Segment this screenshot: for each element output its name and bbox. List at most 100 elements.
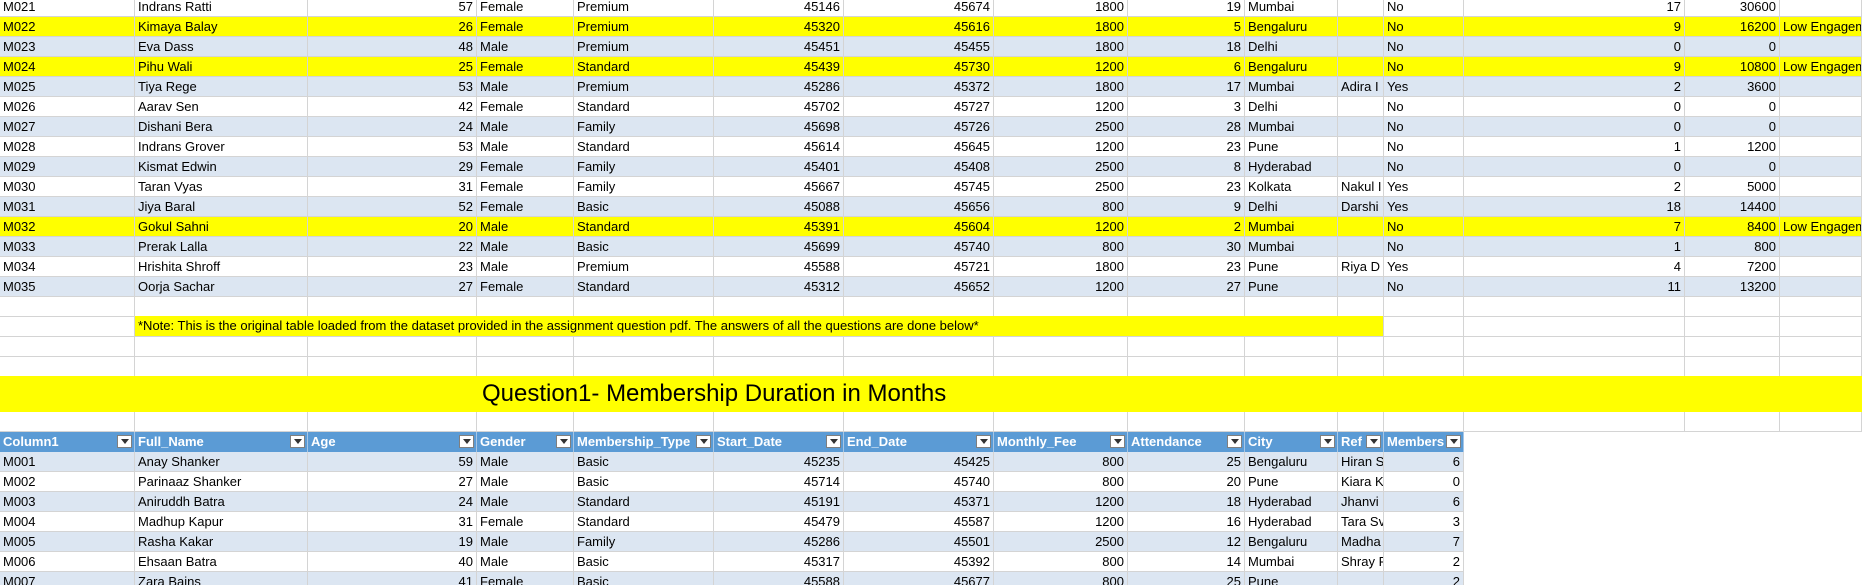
cell-city[interactable]: Kolkata: [1245, 177, 1338, 197]
empty-cell[interactable]: [1384, 412, 1464, 432]
empty-cell[interactable]: [0, 317, 135, 337]
cell-value-b[interactable]: 0: [1685, 117, 1780, 137]
cell-gender[interactable]: Female: [477, 97, 574, 117]
empty-cell[interactable]: [1245, 412, 1338, 432]
header-monthly-fee[interactable]: Monthly_Fee: [994, 432, 1128, 452]
cell-ref[interactable]: Tara Sv: [1338, 512, 1384, 532]
cell-engagement-note[interactable]: [1780, 37, 1862, 57]
cell-end-date[interactable]: 45372: [844, 77, 994, 97]
header-city[interactable]: City: [1245, 432, 1338, 452]
cell-member-id[interactable]: M022: [0, 17, 135, 37]
cell-ref[interactable]: Adira I: [1338, 77, 1384, 97]
cell-value-b[interactable]: 0: [1685, 157, 1780, 177]
cell-value-b[interactable]: 10800: [1685, 57, 1780, 77]
filter-dropdown-icon[interactable]: [1366, 435, 1381, 448]
cell-attendance[interactable]: 20: [1128, 472, 1245, 492]
cell-full-name[interactable]: Rasha Kakar: [135, 532, 308, 552]
cell-attendance[interactable]: 8: [1128, 157, 1245, 177]
cell-ref[interactable]: Shray F: [1338, 552, 1384, 572]
header-membership-type[interactable]: Membership_Type: [574, 432, 714, 452]
cell-value-a[interactable]: 0: [1464, 37, 1685, 57]
table-row[interactable]: M004 Madhup Kapur 31 Female Standard 45479 455…: [0, 512, 1464, 532]
cell-referred[interactable]: Yes: [1384, 77, 1464, 97]
cell-city[interactable]: Delhi: [1245, 37, 1338, 57]
header-age[interactable]: Age: [308, 432, 477, 452]
cell-full-name[interactable]: Dishani Bera: [135, 117, 308, 137]
cell-age[interactable]: 48: [308, 37, 477, 57]
cell-gender[interactable]: Female: [477, 0, 574, 17]
cell-start-date[interactable]: 45698: [714, 117, 844, 137]
cell-city[interactable]: Pune: [1245, 137, 1338, 157]
cell-referred[interactable]: No: [1384, 217, 1464, 237]
cell-attendance[interactable]: 12: [1128, 532, 1245, 552]
cell-member-id[interactable]: M023: [0, 37, 135, 57]
cell-age[interactable]: 59: [308, 452, 477, 472]
cell-attendance[interactable]: 16: [1128, 512, 1245, 532]
table-row[interactable]: M005 Rasha Kakar 19 Male Family 45286 45501 250…: [0, 532, 1464, 552]
empty-cell[interactable]: [1780, 297, 1862, 317]
cell-end-date[interactable]: 45645: [844, 137, 994, 157]
cell-referred[interactable]: Yes: [1384, 197, 1464, 217]
table-row[interactable]: M025 Tiya Rege 53 Male Premium 45286 45372 1800…: [0, 77, 1862, 97]
cell-end-date[interactable]: 45392: [844, 552, 994, 572]
empty-cell[interactable]: [1464, 317, 1685, 337]
cell-attendance[interactable]: 9: [1128, 197, 1245, 217]
cell-membership-type[interactable]: Family: [574, 157, 714, 177]
cell-gender[interactable]: Male: [477, 117, 574, 137]
cell-engagement-note[interactable]: [1780, 0, 1862, 17]
cell-membership-months[interactable]: 0: [1384, 472, 1464, 492]
empty-cell[interactable]: [1464, 357, 1685, 377]
empty-cell[interactable]: [1338, 357, 1384, 377]
cell-monthly-fee[interactable]: 1800: [994, 37, 1128, 57]
cell-gender[interactable]: Male: [477, 492, 574, 512]
table-row[interactable]: M034 Hrishita Shroff 23 Male Premium 45588 457…: [0, 257, 1862, 277]
cell-city[interactable]: Hyderabad: [1245, 157, 1338, 177]
question-title[interactable]: Question1- Membership Duration in Months: [482, 380, 947, 407]
cell-membership-type[interactable]: Premium: [574, 0, 714, 17]
empty-cell[interactable]: [714, 337, 844, 357]
cell-start-date[interactable]: 45312: [714, 277, 844, 297]
cell-value-a[interactable]: 7: [1464, 217, 1685, 237]
cell-age[interactable]: 40: [308, 552, 477, 572]
empty-cell[interactable]: [1780, 412, 1862, 432]
header-members[interactable]: Members: [1384, 432, 1464, 452]
cell-membership-type[interactable]: Basic: [574, 237, 714, 257]
cell-member-id[interactable]: M007: [0, 572, 135, 585]
cell-membership-type[interactable]: Standard: [574, 277, 714, 297]
cell-start-date[interactable]: 45439: [714, 57, 844, 77]
cell-engagement-note[interactable]: [1780, 157, 1862, 177]
empty-cell[interactable]: [1245, 337, 1338, 357]
cell-engagement-note[interactable]: [1780, 197, 1862, 217]
cell-value-b[interactable]: 3600: [1685, 77, 1780, 97]
table-row[interactable]: M021 Indrans Ratti 57 Female Premium 45146 456…: [0, 0, 1862, 17]
cell-attendance[interactable]: 19: [1128, 0, 1245, 17]
cell-monthly-fee[interactable]: 1200: [994, 277, 1128, 297]
cell-age[interactable]: 24: [308, 117, 477, 137]
empty-cell[interactable]: [308, 337, 477, 357]
cell-gender[interactable]: Male: [477, 137, 574, 157]
cell-referred[interactable]: No: [1384, 17, 1464, 37]
cell-monthly-fee[interactable]: 1200: [994, 512, 1128, 532]
empty-cell[interactable]: [0, 412, 135, 432]
cell-value-a[interactable]: 18: [1464, 197, 1685, 217]
cell-full-name[interactable]: Indrans Grover: [135, 137, 308, 157]
cell-referred[interactable]: No: [1384, 57, 1464, 77]
cell-gender[interactable]: Female: [477, 17, 574, 37]
table-row[interactable]: M002 Parinaaz Shanker 27 Male Basic 45714 4574…: [0, 472, 1464, 492]
table-row[interactable]: M028 Indrans Grover 53 Male Standard 45614 456…: [0, 137, 1862, 157]
empty-cell[interactable]: [477, 337, 574, 357]
cell-age[interactable]: 20: [308, 217, 477, 237]
cell-value-a[interactable]: 1: [1464, 137, 1685, 157]
cell-ref[interactable]: Hiran S: [1338, 452, 1384, 472]
cell-membership-type[interactable]: Basic: [574, 472, 714, 492]
cell-ref[interactable]: [1338, 37, 1384, 57]
cell-membership-type[interactable]: Premium: [574, 77, 714, 97]
cell-start-date[interactable]: 45401: [714, 157, 844, 177]
cell-membership-months[interactable]: 7: [1384, 532, 1464, 552]
empty-cell[interactable]: [0, 357, 135, 377]
empty-cell[interactable]: [1685, 337, 1780, 357]
cell-full-name[interactable]: Hrishita Shroff: [135, 257, 308, 277]
cell-membership-type[interactable]: Basic: [574, 552, 714, 572]
cell-value-a[interactable]: 11: [1464, 277, 1685, 297]
cell-member-id[interactable]: M001: [0, 452, 135, 472]
